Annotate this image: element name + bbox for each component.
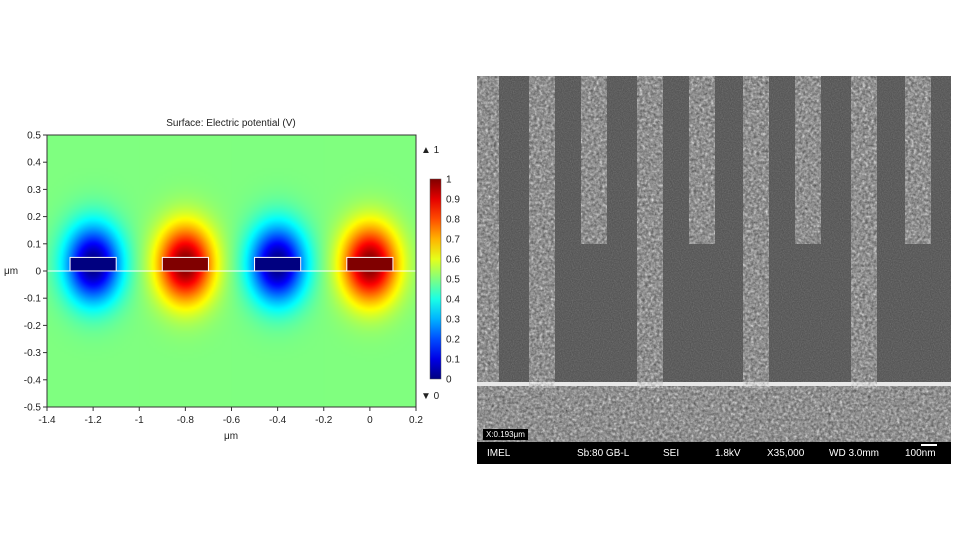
x-tick-label: -0.2 bbox=[315, 415, 333, 426]
colorbar-min-label: ▼ 0 bbox=[421, 391, 440, 402]
x-tick-label: -0.6 bbox=[223, 415, 241, 426]
sem-info-bar: IMEL Sb:80 GB-L SEI 1.8kV X35,000 WD 3.0… bbox=[477, 442, 951, 464]
colorbar-max-label: ▲ 1 bbox=[421, 145, 440, 156]
y-tick-label: -0.2 bbox=[24, 321, 42, 332]
electrode-4 bbox=[346, 256, 394, 272]
colorbar-tick-label: 0.9 bbox=[446, 195, 460, 206]
y-tick-label: -0.4 bbox=[24, 375, 42, 386]
sem-magnification-label: X35,000 bbox=[767, 448, 805, 459]
short-finger bbox=[689, 76, 715, 244]
sem-stage-label: Sb:80 GB-L bbox=[577, 448, 630, 459]
electrode-1 bbox=[69, 256, 117, 272]
colorbar-tick-label: 0.4 bbox=[446, 295, 460, 306]
bottom-bus-bar bbox=[477, 382, 951, 442]
long-finger bbox=[529, 76, 555, 388]
sem-working-distance-label: WD 3.0mm bbox=[829, 448, 879, 459]
sem-detector-label: SEI bbox=[663, 448, 680, 459]
y-tick-label: -0.3 bbox=[24, 348, 42, 359]
x-tick-label: -0.8 bbox=[177, 415, 195, 426]
plot-title: Surface: Electric potential (V) bbox=[166, 118, 296, 129]
long-finger bbox=[637, 76, 663, 388]
colorbar-tick-label: 0 bbox=[446, 375, 452, 386]
electrode-fingers bbox=[477, 76, 951, 442]
y-tick-label: 0.1 bbox=[27, 239, 41, 250]
sem-voltage-label: 1.8kV bbox=[715, 448, 741, 459]
x-tick-label: 0 bbox=[367, 415, 373, 426]
y-axis-label: μm bbox=[4, 266, 18, 277]
long-finger bbox=[743, 76, 769, 388]
y-tick-label: 0 bbox=[35, 267, 41, 278]
x-tick-label: 0.2 bbox=[409, 415, 423, 426]
electrode-2 bbox=[161, 256, 209, 272]
y-tick-label: -0.5 bbox=[24, 403, 42, 414]
y-tick-label: 0.5 bbox=[27, 131, 41, 142]
y-tick-label: 0.2 bbox=[27, 212, 41, 223]
colorbar-ticks: 1 0.9 0.8 0.7 0.6 0.5 0.4 0.3 0.2 0.1 0 bbox=[446, 175, 460, 386]
sem-scale-bar bbox=[921, 444, 937, 446]
sem-scale-label: 100nm bbox=[905, 448, 936, 459]
bus-bar-edge bbox=[477, 382, 951, 386]
x-tick-label: -1.4 bbox=[38, 415, 56, 426]
potential-plot-figure: Surface: Electric potential (V) -1.4 -1.2… bbox=[0, 110, 470, 450]
x-tick-label: -1 bbox=[135, 415, 144, 426]
x-tick-label: -1.2 bbox=[85, 415, 103, 426]
short-finger bbox=[905, 76, 931, 244]
x-axis-label: μm bbox=[224, 431, 238, 442]
y-axis: 0.5 0.4 0.3 0.2 0.1 0 -0.1 -0.2 -0.3 -0.4 -0.5 bbox=[24, 131, 47, 414]
short-finger bbox=[795, 76, 821, 244]
colorbar-tick-label: 0.3 bbox=[446, 315, 460, 326]
potential-plot: Surface: Electric potential (V) -1.4 -1.2… bbox=[4, 118, 460, 442]
sem-measure-label: X:0.193μm bbox=[483, 429, 528, 440]
colorbar-tick-label: 0.8 bbox=[446, 215, 460, 226]
colorbar-tick-label: 0.1 bbox=[446, 355, 460, 366]
y-tick-label: 0.3 bbox=[27, 185, 41, 196]
sem-image bbox=[477, 76, 951, 442]
electrode-3 bbox=[254, 256, 302, 272]
colorbar-tick-label: 1 bbox=[446, 175, 452, 186]
sem-micrograph: X:0.193μm IMEL Sb:80 GB-L SEI 1.8kV X35,… bbox=[477, 76, 951, 464]
colorbar-tick-label: 0.6 bbox=[446, 255, 460, 266]
colorbar-tick-label: 0.7 bbox=[446, 235, 460, 246]
colorbar-tick-label: 0.5 bbox=[446, 275, 460, 286]
long-finger bbox=[851, 76, 877, 388]
x-tick-label: -0.4 bbox=[269, 415, 287, 426]
short-finger bbox=[581, 76, 607, 244]
sem-lab-label: IMEL bbox=[487, 448, 511, 459]
colorbar bbox=[429, 178, 442, 380]
x-axis: -1.4 -1.2 -1 -0.8 -0.6 -0.4 -0.2 0 0.2 bbox=[38, 407, 423, 426]
colorbar-tick-label: 0.2 bbox=[446, 335, 460, 346]
y-tick-label: -0.1 bbox=[24, 294, 42, 305]
left-grain-area bbox=[477, 76, 499, 382]
electrode-layer bbox=[47, 256, 416, 272]
y-tick-label: 0.4 bbox=[27, 158, 41, 169]
